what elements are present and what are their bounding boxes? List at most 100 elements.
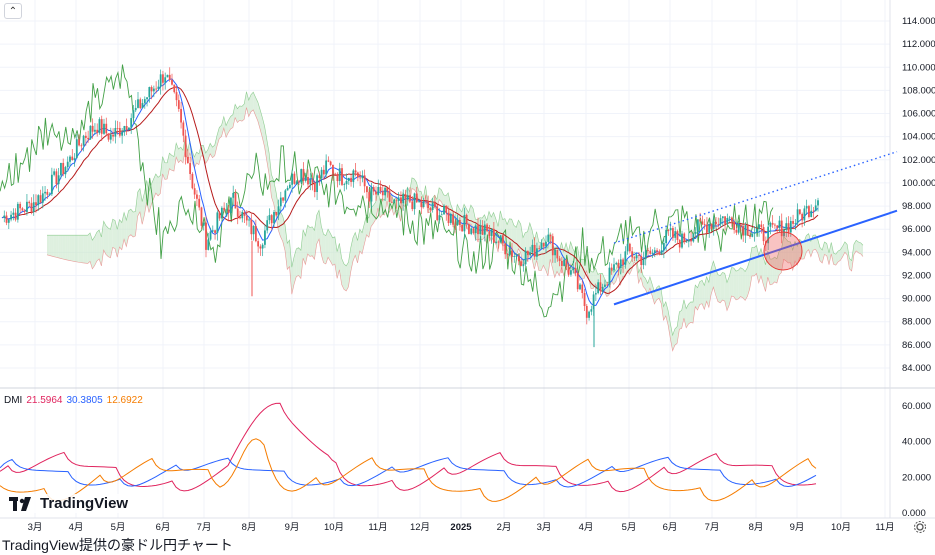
candle-body — [710, 224, 713, 229]
price-axis-tick: 106.000 — [902, 109, 935, 120]
candle-body — [148, 87, 151, 98]
candle-body — [533, 244, 536, 257]
cloud-segment — [384, 186, 387, 216]
cloud-segment — [169, 153, 172, 171]
candle-body — [209, 231, 212, 240]
time-axis-tick: 11月 — [368, 522, 387, 533]
candle-body — [579, 284, 581, 290]
time-axis-tick: 5月 — [622, 522, 637, 533]
candle-body — [254, 225, 257, 242]
cloud-segment — [69, 235, 72, 262]
candle-body — [696, 219, 699, 233]
cloud-segment — [745, 267, 748, 301]
candle-body — [397, 197, 400, 201]
candle-body — [103, 123, 105, 134]
candle-body — [520, 261, 522, 266]
candle-body — [300, 169, 303, 183]
candle-body — [449, 214, 452, 224]
candle-body — [277, 206, 280, 216]
figure-caption: TradingView提供の豪ドル円チャート — [2, 537, 233, 553]
candle-body — [590, 309, 593, 312]
candle-body — [82, 135, 85, 146]
time-axis-tick: 9月 — [790, 522, 805, 533]
candle-body — [132, 110, 135, 119]
candle-body — [109, 134, 112, 140]
cloud-segment — [346, 262, 349, 291]
candle-body — [177, 100, 180, 109]
candle-body — [311, 179, 314, 183]
candle-body — [717, 224, 720, 225]
tradingview-logo[interactable]: TradingView — [6, 494, 132, 513]
candle-body — [123, 126, 126, 133]
cloud-segment — [230, 114, 233, 130]
candle-body — [146, 97, 148, 100]
senkou-a-line — [47, 91, 864, 337]
candle-body — [166, 74, 169, 78]
candle-body — [227, 209, 230, 214]
gear-icon[interactable] — [913, 520, 927, 534]
candle-body — [252, 225, 255, 235]
candle-body — [563, 259, 566, 266]
candle-body — [173, 84, 176, 93]
annotations — [613, 151, 898, 306]
candle-body — [189, 163, 192, 175]
cloud-segment — [171, 155, 174, 172]
candle-body — [60, 162, 62, 176]
collapse-pane-button[interactable]: ⌃ — [4, 3, 22, 19]
candle-body — [574, 268, 577, 273]
cloud-segment — [78, 235, 81, 263]
cloud-segment — [679, 310, 682, 330]
candle-body — [706, 224, 708, 233]
candle-body — [7, 219, 10, 223]
cloud-segment — [212, 145, 215, 158]
candle-body — [354, 170, 357, 173]
candle-body — [681, 233, 683, 248]
cloud-segment — [309, 226, 313, 257]
candle-body — [662, 243, 665, 251]
cloud-segment — [733, 268, 737, 300]
candle-body — [390, 201, 393, 203]
candle-body — [53, 171, 56, 175]
candle-body — [712, 221, 715, 229]
candle-body — [406, 195, 409, 200]
candle-body — [440, 214, 443, 216]
candle-body — [805, 206, 808, 209]
candle-body — [490, 228, 493, 236]
cloud-segment — [795, 241, 798, 266]
candle-body — [329, 161, 332, 165]
candle-body — [121, 132, 124, 136]
candle-body — [50, 174, 53, 195]
cloud-segment — [751, 247, 755, 276]
candle-body — [180, 108, 182, 123]
candle-body — [205, 222, 207, 250]
candle-body — [363, 175, 366, 187]
candle-body — [257, 241, 260, 247]
candle-body — [628, 243, 631, 252]
candle-body — [585, 306, 588, 318]
candle-body — [202, 222, 205, 226]
cloud-segment — [74, 235, 77, 262]
dmi-plus-value: 21.5964 — [26, 395, 63, 406]
candle-body — [554, 249, 556, 256]
highlight-circle — [763, 231, 803, 271]
candle-body — [293, 173, 296, 184]
candle-body — [676, 231, 679, 240]
cloud-segment — [754, 245, 757, 276]
candle-body — [35, 202, 37, 206]
cloud-segment — [779, 249, 782, 275]
candle-body — [631, 251, 634, 258]
candle-body — [703, 224, 706, 225]
cloud-segment — [328, 229, 331, 262]
candle-body — [443, 205, 445, 215]
candle-body — [708, 224, 711, 233]
cloud-segment — [445, 192, 449, 209]
candle-body — [783, 229, 785, 237]
cloud-segment — [620, 265, 623, 286]
candle-body — [266, 220, 269, 231]
cloud-segment — [439, 187, 442, 202]
cloud-segment — [815, 234, 818, 253]
candle-body — [12, 212, 15, 215]
cloud-segment — [829, 242, 832, 265]
candle-body — [175, 92, 178, 101]
